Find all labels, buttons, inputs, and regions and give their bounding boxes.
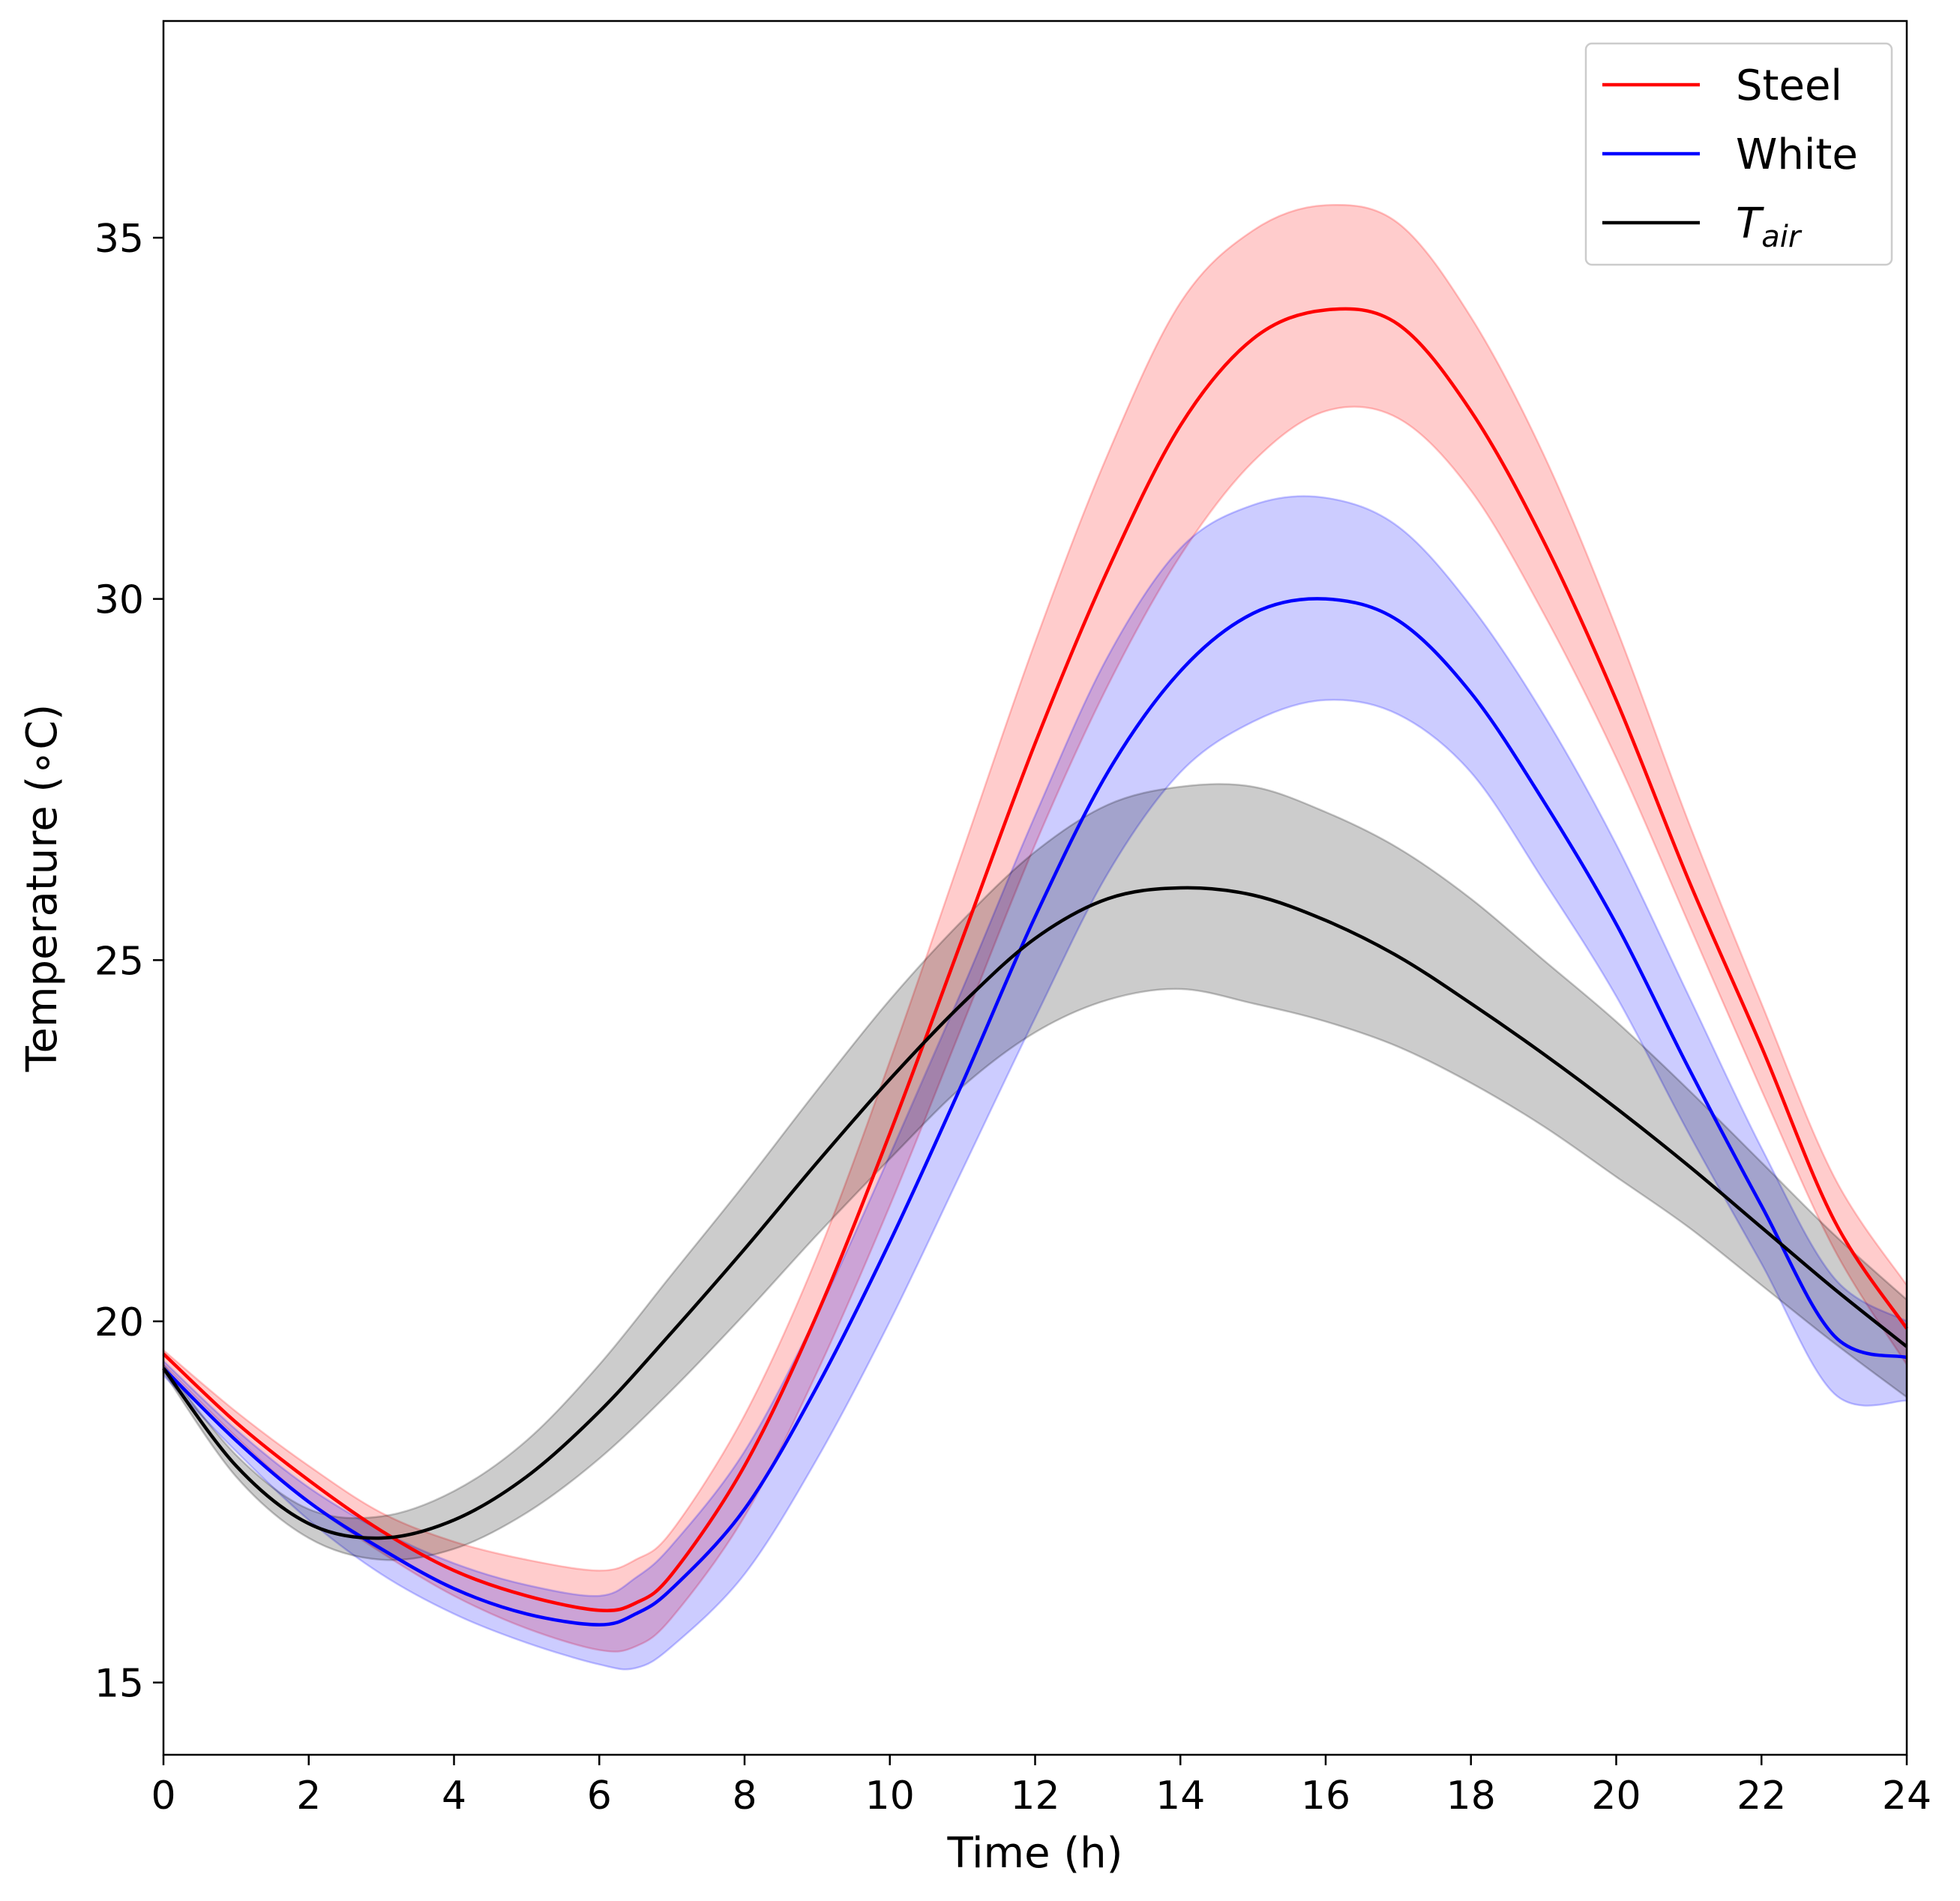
legend-label-steel: Steel (1736, 61, 1842, 110)
y-tick-label: 30 (94, 578, 144, 623)
y-tick-label: 20 (94, 1300, 144, 1345)
x-axis-ticks: 0 2 4 6 8 10 12 14 16 18 20 22 24 (151, 1755, 1932, 1819)
y-axis-ticks: 15 20 25 30 35 (94, 217, 163, 1707)
x-tick-label: 6 (587, 1774, 612, 1819)
confidence-bands (162, 203, 1908, 1671)
x-axis-label: Time (h) (946, 1829, 1122, 1878)
x-tick-label: 16 (1301, 1774, 1350, 1819)
x-tick-label: 20 (1591, 1774, 1641, 1819)
x-tick-label: 22 (1737, 1774, 1786, 1819)
legend-label-main: T (1736, 199, 1764, 248)
line-steel (162, 307, 1908, 1612)
x-tick-label: 18 (1446, 1774, 1496, 1819)
x-tick-label: 14 (1155, 1774, 1205, 1819)
legend-label-t-air: Tair (1736, 199, 1803, 254)
x-tick-label: 8 (732, 1774, 757, 1819)
x-tick-label: 4 (442, 1774, 466, 1819)
y-tick-label: 35 (94, 217, 144, 262)
y-tick-label: 15 (94, 1662, 144, 1707)
legend: Steel White Tair (1584, 42, 1893, 266)
legend-label-white: White (1736, 130, 1858, 179)
y-tick-label: 25 (94, 939, 144, 984)
band-t-air (162, 783, 1908, 1561)
line-t-air (162, 886, 1908, 1540)
y-axis-label: Temperature (∘C) (18, 704, 67, 1072)
legend-entries: Steel White Tair (1602, 61, 1858, 254)
legend-label-subscript: air (1761, 220, 1803, 254)
x-tick-label: 12 (1010, 1774, 1059, 1819)
x-tick-label: 0 (151, 1774, 175, 1819)
x-tick-label: 10 (865, 1774, 915, 1819)
x-tick-label: 24 (1882, 1774, 1932, 1819)
legend-box (1584, 42, 1893, 266)
band-steel (162, 203, 1908, 1653)
line-white (162, 597, 1908, 1627)
x-tick-label: 2 (296, 1774, 321, 1819)
series-lines (162, 307, 1908, 1627)
